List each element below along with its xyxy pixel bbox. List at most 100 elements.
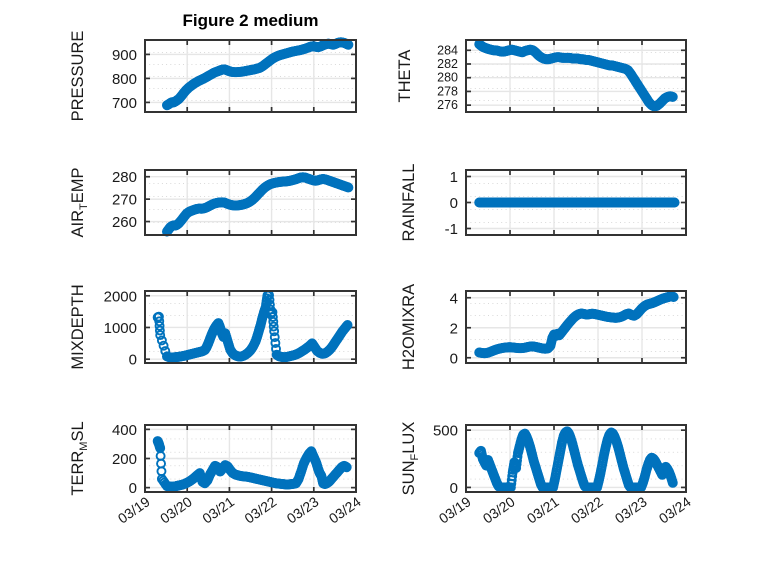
y-axis-label: RAINFALL bbox=[400, 164, 418, 242]
plot-border bbox=[465, 290, 687, 364]
y-tick-label: 900 bbox=[112, 47, 137, 64]
y-tick-label: 0 bbox=[450, 350, 458, 367]
svg-text:03/20: 03/20 bbox=[157, 493, 195, 526]
y-tick-label: 700 bbox=[112, 95, 137, 112]
data-point bbox=[154, 316, 165, 327]
y-tick-label: 200 bbox=[112, 451, 137, 468]
data-point bbox=[268, 316, 279, 327]
plot-border bbox=[465, 424, 687, 493]
y-axis-label: PRESSURE bbox=[69, 31, 87, 122]
y-tick-label: 4 bbox=[450, 290, 458, 307]
x-tick-label: 03/24 bbox=[656, 493, 694, 526]
y-tick-label: 0 bbox=[450, 480, 458, 497]
y-tick-label: 400 bbox=[112, 422, 137, 439]
subplot-mixdepth: 0 1000 2000 MIXDEPTH bbox=[69, 284, 357, 370]
svg-text:RAINFALL: RAINFALL bbox=[400, 164, 418, 242]
y-tick-label: 1000 bbox=[104, 320, 137, 337]
data-point bbox=[668, 197, 679, 208]
data-series bbox=[152, 290, 353, 363]
y-tick-label: 260 bbox=[112, 214, 137, 231]
y-axis-label: MIXDEPTH bbox=[69, 284, 87, 369]
subplot-air-temp: 260 270 280 AIRTEMP bbox=[69, 167, 357, 238]
data-series bbox=[474, 197, 680, 208]
plot-border bbox=[144, 39, 357, 113]
y-axis-label: AIRTEMP bbox=[69, 167, 90, 237]
data-point bbox=[507, 471, 518, 482]
y-tick-label: 800 bbox=[112, 71, 137, 88]
y-axis-label: TERRMSL bbox=[69, 421, 90, 495]
y-tick-label: 278 bbox=[437, 84, 458, 98]
x-tick-label: 03/24 bbox=[326, 493, 364, 526]
y-tick-label: 0 bbox=[129, 352, 137, 369]
data-point bbox=[270, 338, 281, 348]
data-point bbox=[668, 291, 678, 302]
data-point bbox=[155, 330, 166, 341]
plot-border bbox=[144, 169, 357, 236]
plot-border bbox=[465, 39, 687, 113]
svg-text:H2OMIXRA: H2OMIXRA bbox=[400, 284, 418, 370]
subplot-rainfall: -1 0 1 RAINFALL bbox=[400, 164, 687, 242]
y-tick-label: 0 bbox=[450, 195, 458, 212]
svg-text:03/22: 03/22 bbox=[568, 493, 606, 526]
x-tick-label: 03/21 bbox=[524, 493, 562, 526]
svg-text:03/21: 03/21 bbox=[199, 493, 237, 526]
y-axis-label: THETA bbox=[396, 50, 414, 103]
svg-text:03/23: 03/23 bbox=[612, 493, 650, 526]
svg-text:03/21: 03/21 bbox=[524, 493, 562, 526]
svg-text:THETA: THETA bbox=[396, 50, 414, 103]
data-point bbox=[267, 307, 277, 318]
data-point bbox=[506, 475, 517, 485]
y-tick-label: -1 bbox=[445, 221, 458, 238]
data-point bbox=[158, 340, 169, 351]
y-tick-label: 282 bbox=[437, 57, 458, 71]
svg-text:03/22: 03/22 bbox=[241, 493, 279, 526]
x-tick-label: 03/22 bbox=[241, 493, 279, 526]
data-point bbox=[595, 469, 606, 480]
y-tick-label: 284 bbox=[437, 43, 458, 57]
data-point bbox=[156, 466, 167, 477]
plot-border bbox=[465, 169, 687, 236]
data-series bbox=[161, 37, 354, 111]
plot-border bbox=[144, 290, 357, 364]
x-tick-label: 03/20 bbox=[480, 493, 518, 526]
data-point bbox=[667, 91, 678, 102]
x-tick-label: 03/20 bbox=[157, 493, 195, 526]
data-point bbox=[154, 325, 165, 336]
svg-text:03/24: 03/24 bbox=[656, 493, 694, 526]
data-point bbox=[153, 311, 164, 322]
data-series bbox=[152, 436, 352, 492]
y-tick-label: 500 bbox=[433, 423, 458, 440]
y-tick-label: 2000 bbox=[104, 288, 137, 305]
major-grid bbox=[466, 291, 686, 363]
data-series bbox=[474, 39, 678, 112]
svg-text:MIXDEPTH: MIXDEPTH bbox=[69, 284, 87, 369]
data-point bbox=[268, 321, 279, 332]
svg-text:03/19: 03/19 bbox=[115, 493, 153, 526]
data-point bbox=[267, 312, 278, 322]
svg-text:03/23: 03/23 bbox=[284, 493, 322, 526]
data-point bbox=[154, 320, 165, 331]
data-point bbox=[667, 476, 678, 487]
x-tick-label: 03/22 bbox=[568, 493, 606, 526]
data-point bbox=[549, 476, 560, 487]
data-series bbox=[474, 291, 679, 359]
y-tick-label: 2 bbox=[450, 320, 458, 337]
x-tick-label: 03/21 bbox=[199, 493, 237, 526]
y-tick-label: 1 bbox=[450, 169, 458, 186]
x-tick-label: 03/23 bbox=[284, 493, 322, 526]
y-tick-label: 0 bbox=[129, 480, 137, 497]
y-axis-label: SUNFLUX bbox=[400, 422, 421, 496]
y-tick-label: 280 bbox=[112, 169, 137, 186]
data-point bbox=[156, 335, 167, 346]
y-tick-label: 276 bbox=[437, 98, 458, 112]
subplot-h2omixra: 0 2 4 H2OMIXRA bbox=[400, 284, 687, 370]
y-axis-label: H2OMIXRA bbox=[400, 284, 418, 370]
data-point bbox=[264, 294, 275, 305]
x-tick-label: 03/23 bbox=[612, 493, 650, 526]
svg-text:03/24: 03/24 bbox=[326, 493, 364, 526]
data-point bbox=[269, 332, 280, 343]
svg-text:AIRTEMP: AIRTEMP bbox=[69, 167, 90, 237]
x-tick-label: 03/19 bbox=[115, 493, 153, 526]
